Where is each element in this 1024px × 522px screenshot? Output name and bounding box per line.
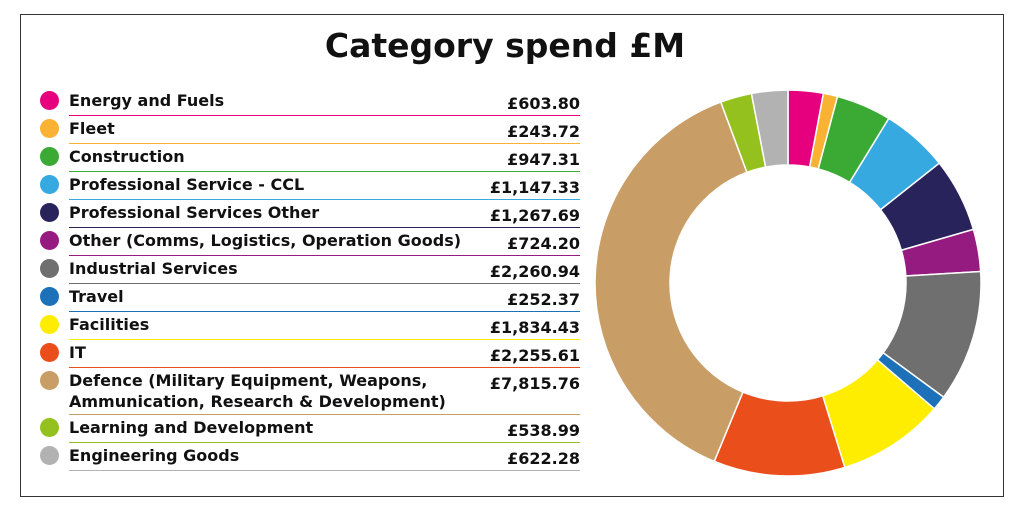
legend-row: IT £2,255.61: [40, 340, 580, 368]
legend-swatch: [40, 119, 59, 138]
legend-body: Professional Services Other £1,267.69: [69, 202, 580, 228]
value-label: £1,267.69: [489, 206, 580, 225]
legend-label: Learning and Development: [69, 418, 314, 437]
legend-row: Facilities £1,834.43: [40, 312, 580, 340]
legend-row: Industrial Services £2,260.94: [40, 256, 580, 284]
legend: Energy and Fuels £603.80 Fleet £243.72 Const…: [40, 88, 580, 471]
legend-row: Fleet £243.72: [40, 116, 580, 144]
legend-body: Facilities £1,834.43: [69, 314, 580, 340]
value-label: £622.28: [507, 449, 580, 468]
legend-swatch: [40, 203, 59, 222]
legend-label: Facilities: [69, 315, 150, 334]
legend-row: Other (Comms, Logistics, Operation Goods…: [40, 228, 580, 256]
legend-row: Defence (Military Equipment, Weapons, Am…: [40, 368, 580, 415]
legend-label: Other (Comms, Logistics, Operation Goods…: [69, 231, 462, 250]
legend-label: IT: [69, 343, 86, 362]
legend-swatch: [40, 418, 59, 437]
legend-body: Other (Comms, Logistics, Operation Goods…: [69, 230, 580, 256]
legend-row: Energy and Fuels £603.80: [40, 88, 580, 116]
legend-body: Construction £947.31: [69, 146, 580, 172]
legend-row: Professional Service - CCL £1,147.33: [40, 172, 580, 200]
legend-label: Defence (Military Equipment, Weapons, Am…: [69, 371, 446, 411]
legend-row: Construction £947.31: [40, 144, 580, 172]
legend-swatch: [40, 315, 59, 334]
legend-label: Professional Service - CCL: [69, 175, 305, 194]
legend-swatch: [40, 371, 59, 390]
legend-swatch: [40, 343, 59, 362]
legend-label: Professional Services Other: [69, 203, 320, 222]
legend-row: Engineering Goods £622.28: [40, 443, 580, 471]
legend-row: Professional Services Other £1,267.69: [40, 200, 580, 228]
legend-label: Fleet: [69, 119, 115, 138]
legend-row: Learning and Development £538.99: [40, 415, 580, 443]
legend-body: Learning and Development £538.99: [69, 417, 580, 443]
chart-title: Category spend £M: [324, 26, 686, 65]
value-label: £538.99: [507, 421, 580, 440]
legend-body: Industrial Services £2,260.94: [69, 258, 580, 284]
legend-label: Travel: [69, 287, 124, 306]
value-label: £603.80: [507, 94, 580, 113]
legend-body: Travel £252.37: [69, 286, 580, 312]
legend-swatch: [40, 175, 59, 194]
legend-swatch: [40, 147, 59, 166]
legend-swatch: [40, 91, 59, 110]
legend-body: Fleet £243.72: [69, 118, 580, 144]
legend-body: IT £2,255.61: [69, 342, 580, 368]
value-label: £947.31: [507, 150, 580, 169]
legend-body: Defence (Military Equipment, Weapons, Am…: [69, 370, 580, 415]
legend-body: Professional Service - CCL £1,147.33: [69, 174, 580, 200]
value-label: £243.72: [507, 122, 580, 141]
legend-body: Energy and Fuels £603.80: [69, 90, 580, 116]
value-label: £2,255.61: [489, 346, 580, 365]
legend-label: Industrial Services: [69, 259, 238, 278]
legend-label: Construction: [69, 147, 185, 166]
donut-segment: [594, 101, 748, 463]
value-label: £1,834.43: [489, 318, 580, 337]
legend-row: Travel £252.37: [40, 284, 580, 312]
value-label: £724.20: [507, 234, 580, 253]
frame: [20, 14, 1004, 497]
donut-segment: [750, 89, 789, 169]
legend-swatch: [40, 287, 59, 306]
legend-body: Engineering Goods £622.28: [69, 445, 580, 471]
value-label: £2,260.94: [489, 262, 580, 281]
legend-swatch: [40, 259, 59, 278]
value-label: £252.37: [507, 290, 580, 309]
value-label: £1,147.33: [489, 178, 580, 197]
value-label: £7,815.76: [489, 374, 580, 393]
legend-label: Engineering Goods: [69, 446, 240, 465]
legend-label: Energy and Fuels: [69, 91, 225, 110]
legend-swatch: [40, 446, 59, 465]
legend-swatch: [40, 231, 59, 250]
